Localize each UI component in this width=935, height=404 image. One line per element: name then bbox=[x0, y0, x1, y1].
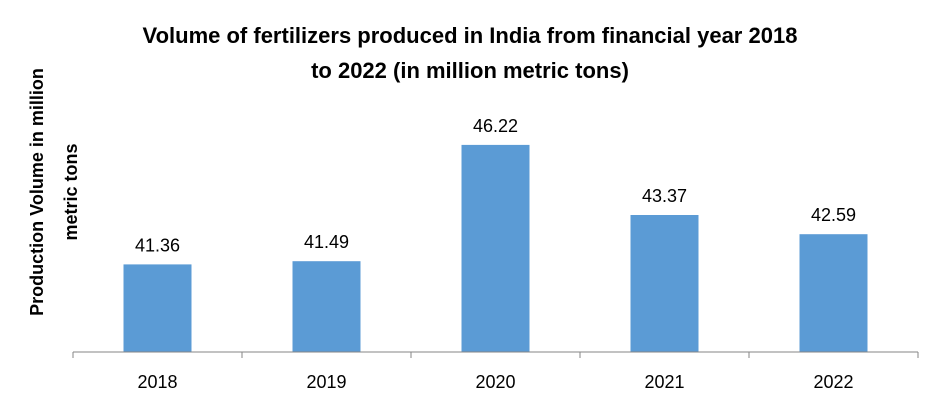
y-axis-label-line-2: metric tons bbox=[61, 143, 81, 240]
bar-2021 bbox=[630, 215, 699, 352]
data-label-2020: 46.22 bbox=[473, 116, 518, 136]
x-ticks-group: 2018 2019 2020 2021 2022 bbox=[72, 352, 919, 392]
bar-2018 bbox=[123, 264, 192, 352]
bar-2022 bbox=[799, 234, 868, 352]
bar-2020 bbox=[461, 144, 530, 352]
x-tick-label-2019: 2019 bbox=[306, 372, 346, 392]
x-tick-label-2020: 2020 bbox=[475, 372, 515, 392]
x-tick-label-2021: 2021 bbox=[644, 372, 684, 392]
data-label-2019: 41.49 bbox=[304, 232, 349, 252]
data-labels-group: 41.36 41.49 46.22 43.37 42.59 bbox=[135, 116, 856, 256]
bars-group bbox=[123, 144, 868, 352]
y-axis-label-line-1: Production Volume in million bbox=[27, 68, 47, 316]
data-label-2018: 41.36 bbox=[135, 235, 180, 255]
chart-title-line-1: Volume of fertilizers produced in India … bbox=[143, 23, 798, 48]
x-tick-label-2018: 2018 bbox=[137, 372, 177, 392]
chart-title-line-2: to 2022 (in million metric tons) bbox=[311, 58, 629, 83]
x-tick-label-2022: 2022 bbox=[813, 372, 853, 392]
data-label-2022: 42.59 bbox=[811, 205, 856, 225]
data-label-2021: 43.37 bbox=[642, 186, 687, 206]
bar-2019 bbox=[292, 261, 361, 352]
